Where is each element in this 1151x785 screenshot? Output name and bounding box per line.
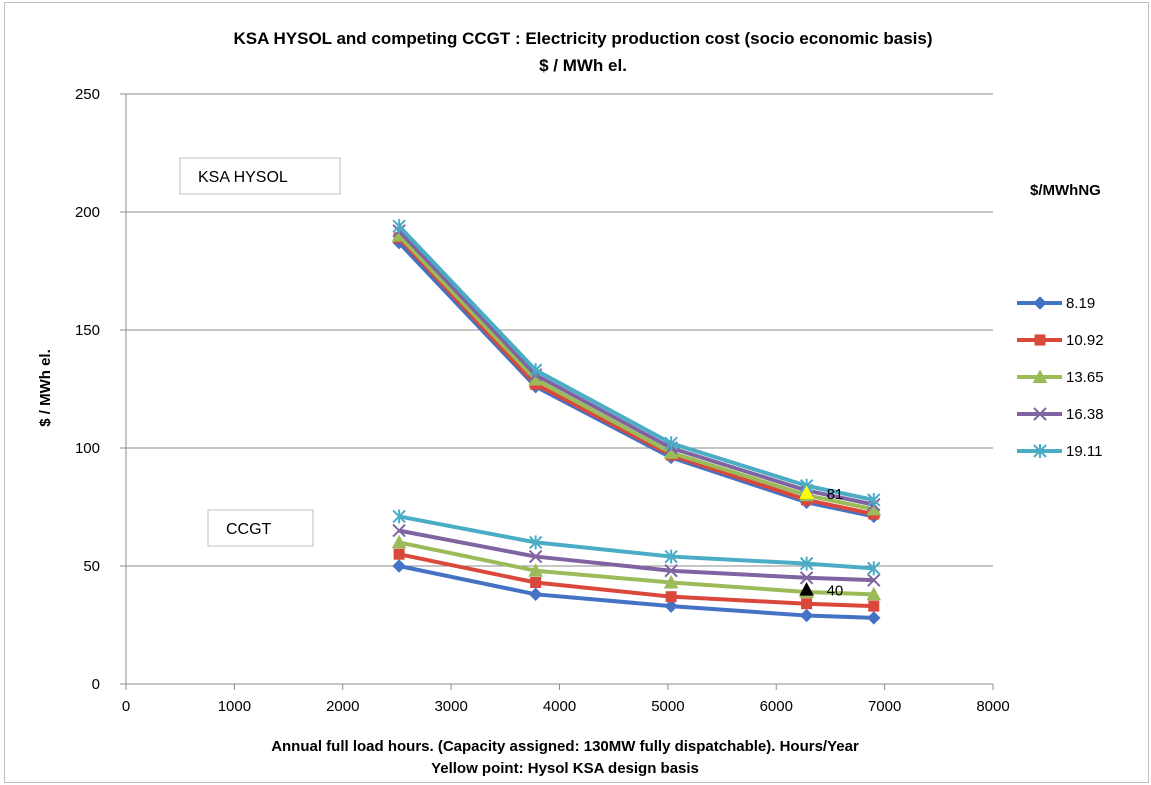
data-point: [528, 587, 543, 602]
y-tick-labels: 0 50 100 150 200 250: [75, 86, 100, 693]
y-tick-label: 250: [75, 86, 100, 103]
data-point: [866, 586, 882, 601]
annotation-marker: [799, 582, 814, 596]
data-point: [801, 598, 813, 610]
x-tick-label: 5000: [651, 698, 684, 715]
y-tick-label: 100: [75, 440, 100, 457]
data-point: [530, 577, 542, 589]
series-line: [397, 224, 875, 502]
group-label: KSA HYSOL: [198, 169, 288, 186]
series-line: [397, 241, 875, 519]
series-line: [397, 236, 875, 517]
y-tick-label: 0: [92, 676, 100, 693]
data-point: [392, 509, 406, 524]
annotation-label: 40: [827, 583, 844, 600]
x-tick-label: 0: [122, 698, 130, 715]
legend-label: 13.65: [1066, 369, 1104, 386]
axes: [120, 93, 994, 690]
group-label: CCGT: [226, 521, 272, 538]
data-point: [392, 219, 406, 234]
data-point: [663, 574, 679, 589]
data-point: [528, 535, 543, 550]
data-point: [799, 571, 814, 585]
x-axis-label: Annual full load hours. (Capacity assign…: [271, 738, 859, 755]
data-point: [391, 534, 407, 549]
y-tick-label: 200: [75, 204, 100, 221]
legend: 8.19 10.92 13.65 16.38 19.11: [1017, 295, 1104, 460]
x-tick-label: 4000: [543, 698, 576, 715]
legend-marker: [1034, 334, 1046, 346]
legend-marker: [1033, 296, 1047, 310]
data-point: [528, 363, 543, 378]
data-point: [664, 436, 678, 451]
chart-title: KSA HYSOL and competing CCGT : Electrici…: [234, 29, 933, 48]
data-point: [867, 492, 881, 507]
annotation-label: 81: [827, 486, 844, 503]
legend-marker: [1033, 407, 1047, 421]
annotation-marker: [799, 485, 814, 499]
data-point: [664, 549, 678, 564]
x-tick-label: 2000: [326, 698, 359, 715]
legend-marker: [1032, 369, 1048, 383]
data-point: [867, 561, 881, 576]
data-point: [392, 523, 406, 538]
data-point: [393, 548, 405, 560]
data-point: [528, 563, 543, 577]
legend-label: 16.38: [1066, 406, 1104, 423]
annotations: 81 40: [799, 485, 844, 600]
legend-label: 19.11: [1066, 443, 1102, 460]
data-point: [867, 573, 881, 587]
series-lines: [391, 219, 882, 625]
data-point: [392, 559, 406, 573]
x-tick-label: 1000: [218, 698, 251, 715]
chart-subtitle: $ / MWh el.: [539, 56, 627, 75]
y-tick-label: 50: [83, 558, 100, 575]
x-tick-label: 3000: [434, 698, 467, 715]
x-tick-label: 6000: [760, 698, 793, 715]
data-point: [664, 599, 678, 613]
legend-label: 10.92: [1066, 332, 1104, 349]
x-axis-sublabel: Yellow point: Hysol KSA design basis: [431, 760, 699, 777]
x-tick-labels: 0 1000 2000 3000 4000 5000 6000 7000 8000: [122, 698, 1010, 715]
data-point: [664, 564, 678, 578]
data-point: [799, 608, 814, 623]
group-label-box: [207, 509, 314, 547]
legend-marker: [1033, 444, 1047, 458]
data-point: [799, 556, 814, 571]
data-point: [868, 600, 880, 612]
y-axis-label: $ / MWh el.: [37, 349, 54, 427]
group-label-boxes: KSA HYSOL CCGT: [179, 157, 341, 547]
legend-title: $/MWhNG: [1030, 182, 1101, 199]
data-point: [867, 611, 881, 625]
legend-label: 8.19: [1066, 295, 1095, 312]
x-tick-label: 8000: [976, 698, 1009, 715]
series-line: [397, 229, 875, 507]
group-label-box: [179, 157, 341, 195]
data-point: [665, 591, 677, 603]
x-tick-label: 7000: [868, 698, 901, 715]
y-tick-label: 150: [75, 322, 100, 339]
series-line: [397, 234, 875, 512]
data-point: [528, 549, 543, 564]
